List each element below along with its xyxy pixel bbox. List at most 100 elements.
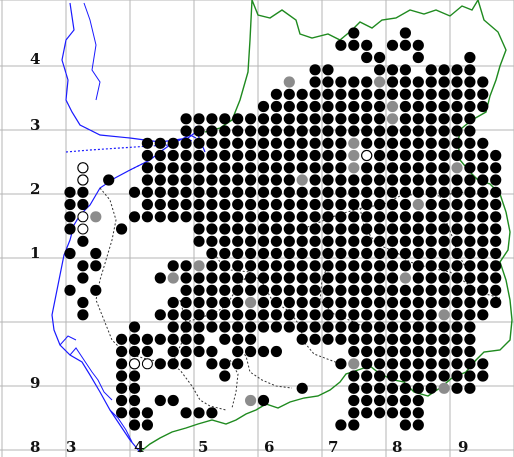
record-dot bbox=[206, 247, 218, 260]
record-dot bbox=[232, 321, 244, 333]
record-dot bbox=[309, 321, 321, 333]
record-dot bbox=[477, 88, 489, 100]
record-dot bbox=[309, 198, 321, 211]
record-dot bbox=[412, 419, 424, 431]
record-dot bbox=[322, 198, 334, 211]
record-dot bbox=[412, 51, 424, 64]
record-dot bbox=[309, 113, 321, 125]
record-dot bbox=[245, 247, 257, 260]
record-dot bbox=[348, 198, 360, 211]
record-dot bbox=[219, 333, 231, 345]
record-dot bbox=[309, 64, 321, 76]
record-dot bbox=[361, 223, 373, 235]
record-dot bbox=[425, 137, 437, 149]
record-dot bbox=[309, 162, 321, 174]
record-dot bbox=[335, 296, 347, 309]
record-dot bbox=[116, 382, 128, 394]
record-dot bbox=[425, 162, 437, 174]
record-dot bbox=[322, 272, 334, 284]
record-dot bbox=[477, 296, 489, 309]
record-dot bbox=[193, 223, 205, 235]
record-dot bbox=[257, 272, 270, 284]
record-dot bbox=[374, 394, 386, 407]
record-dot bbox=[348, 296, 360, 309]
record-dot bbox=[451, 223, 463, 235]
record-dot bbox=[477, 247, 489, 260]
record-dot bbox=[477, 137, 489, 149]
record-dot bbox=[154, 149, 166, 162]
record-dot bbox=[167, 260, 179, 272]
record-dot bbox=[451, 358, 463, 370]
record-dot bbox=[193, 186, 205, 198]
record-dot bbox=[412, 149, 424, 162]
record-dot bbox=[116, 345, 128, 358]
record-dot bbox=[399, 247, 411, 260]
record-dot bbox=[386, 382, 399, 394]
record-dot bbox=[296, 149, 308, 162]
record-dot bbox=[206, 235, 218, 247]
record-dot bbox=[335, 235, 347, 247]
record-dot bbox=[477, 76, 489, 88]
record-dot bbox=[374, 149, 386, 162]
record-dot bbox=[374, 358, 386, 370]
record-dot bbox=[438, 137, 450, 149]
record-dot bbox=[399, 407, 411, 419]
record-dot bbox=[322, 309, 334, 321]
record-dot bbox=[425, 198, 437, 211]
record-dot bbox=[77, 198, 89, 211]
record-dot bbox=[464, 345, 476, 358]
record-dot bbox=[412, 235, 424, 247]
record-dot bbox=[322, 174, 334, 186]
col-label-9: 9 bbox=[458, 438, 468, 456]
record-dot bbox=[335, 198, 347, 211]
record-dot bbox=[296, 198, 308, 211]
record-dot bbox=[399, 223, 411, 235]
record-dot bbox=[477, 284, 489, 296]
record-dot bbox=[232, 198, 244, 211]
record-dot bbox=[425, 186, 437, 198]
record-dot bbox=[167, 296, 179, 309]
record-dot bbox=[245, 125, 257, 137]
record-dot bbox=[451, 272, 463, 284]
record-dot bbox=[425, 296, 437, 309]
record-dot-old bbox=[438, 382, 450, 394]
record-dot bbox=[232, 247, 244, 260]
record-dot bbox=[438, 125, 450, 137]
record-dot bbox=[270, 235, 282, 247]
record-dot bbox=[257, 345, 270, 358]
record-dot bbox=[335, 309, 347, 321]
col-label-7: 7 bbox=[328, 438, 338, 456]
record-dot bbox=[477, 186, 489, 198]
record-dot bbox=[425, 260, 437, 272]
record-dot bbox=[386, 198, 399, 211]
record-dot bbox=[451, 333, 463, 345]
record-dot bbox=[348, 100, 360, 113]
record-dot bbox=[464, 272, 476, 284]
record-dot bbox=[425, 272, 437, 284]
record-dot bbox=[386, 174, 399, 186]
record-dot bbox=[386, 186, 399, 198]
record-dot bbox=[77, 235, 89, 247]
record-dot bbox=[386, 309, 399, 321]
record-dot bbox=[283, 113, 295, 125]
record-dot bbox=[464, 223, 476, 235]
record-dot bbox=[348, 113, 360, 125]
record-dot bbox=[348, 247, 360, 260]
record-dot bbox=[219, 113, 231, 125]
record-dot bbox=[128, 419, 141, 431]
record-dot bbox=[361, 137, 373, 149]
record-dot bbox=[490, 198, 502, 211]
record-dot bbox=[438, 174, 450, 186]
record-dot bbox=[257, 198, 270, 211]
record-dot bbox=[219, 370, 231, 382]
record-dot bbox=[309, 309, 321, 321]
record-dot bbox=[412, 113, 424, 125]
record-dot bbox=[399, 39, 411, 51]
record-dot bbox=[386, 358, 399, 370]
record-dot bbox=[361, 321, 373, 333]
record-dot bbox=[464, 321, 476, 333]
record-dot bbox=[296, 321, 308, 333]
record-dot bbox=[451, 309, 463, 321]
record-dot bbox=[309, 211, 321, 223]
record-dots bbox=[64, 27, 502, 431]
